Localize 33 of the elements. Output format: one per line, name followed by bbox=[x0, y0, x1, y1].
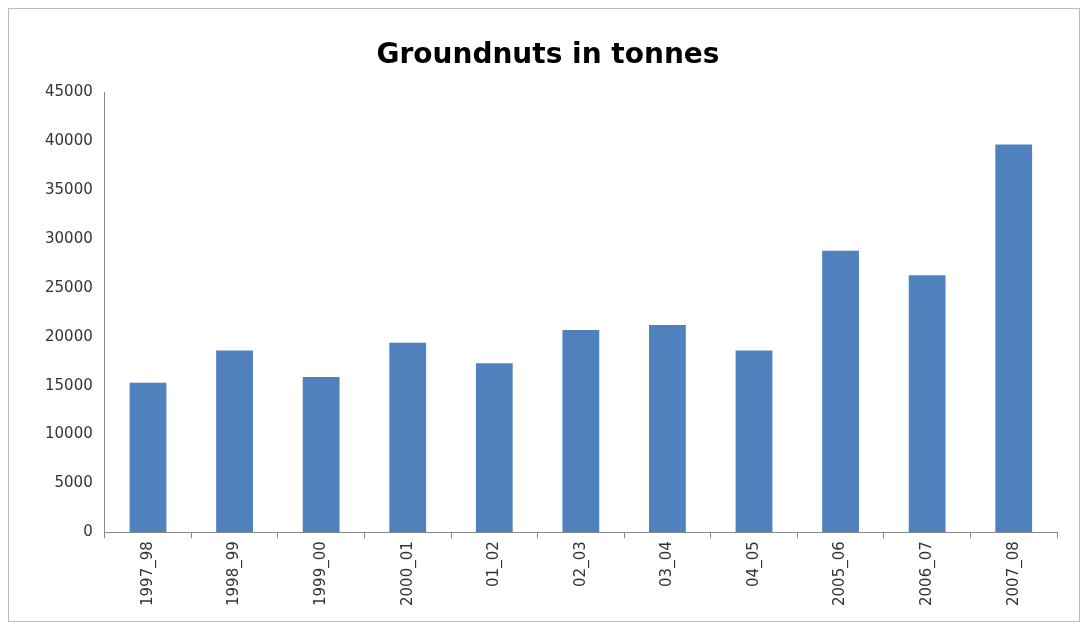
bar bbox=[302, 376, 340, 533]
y-tick-label: 15000 bbox=[45, 375, 93, 394]
x-tick-label: 2006_07 bbox=[917, 541, 937, 606]
y-tick-label: 20000 bbox=[45, 326, 93, 345]
y-tick-label: 25000 bbox=[45, 277, 93, 296]
y-tick-label: 10000 bbox=[45, 424, 93, 443]
x-tick-label: 04_05 bbox=[743, 541, 763, 587]
x-tick-label: 2007_08 bbox=[1003, 541, 1023, 606]
x-tick-label: 1998_99 bbox=[224, 541, 244, 606]
bar bbox=[129, 382, 167, 533]
bar bbox=[389, 342, 427, 533]
y-tick-label: 40000 bbox=[45, 131, 93, 150]
x-tick-label: 03_04 bbox=[657, 541, 677, 587]
bar bbox=[908, 275, 946, 533]
y-tick-label: 30000 bbox=[45, 229, 93, 248]
x-tick-label: 2000_01 bbox=[397, 541, 417, 606]
bar bbox=[822, 250, 859, 533]
chart-title: Groundnuts in tonnes bbox=[376, 37, 720, 71]
x-tick-label: 01_02 bbox=[484, 541, 504, 587]
y-tick-label: 5000 bbox=[54, 473, 93, 492]
bar bbox=[649, 325, 686, 533]
bar bbox=[216, 350, 253, 533]
x-tick-label: 2005_06 bbox=[830, 541, 850, 606]
x-tick-label: 1997_98 bbox=[137, 541, 157, 606]
bar bbox=[995, 144, 1033, 533]
x-tick-label: 02_03 bbox=[570, 541, 590, 587]
y-tick-label: 45000 bbox=[45, 82, 93, 101]
x-tick-label: 1999_00 bbox=[311, 541, 331, 606]
y-tick-label: 35000 bbox=[45, 180, 93, 199]
bar bbox=[562, 330, 600, 533]
y-tick-label: 0 bbox=[83, 522, 93, 541]
bar bbox=[735, 350, 773, 533]
bar bbox=[475, 363, 513, 533]
